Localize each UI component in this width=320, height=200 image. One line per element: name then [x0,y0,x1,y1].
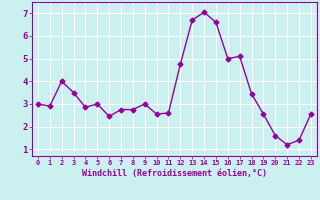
X-axis label: Windchill (Refroidissement éolien,°C): Windchill (Refroidissement éolien,°C) [82,169,267,178]
